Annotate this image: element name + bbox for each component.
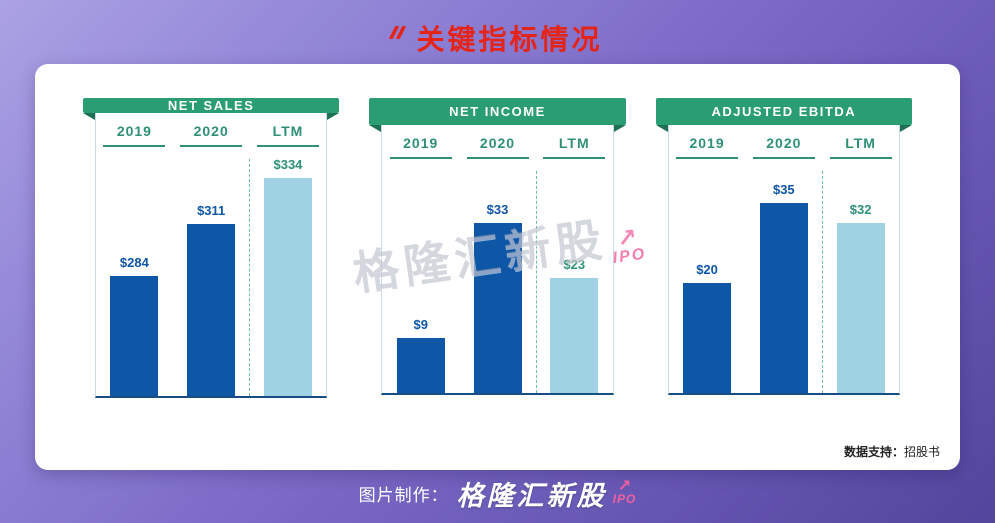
- panel-body: 2019 $9 2020 $33: [381, 125, 614, 395]
- column-ltm: LTM $334: [250, 113, 327, 396]
- bar-ltm: [263, 178, 312, 396]
- panel-title: NET SALES: [167, 98, 255, 113]
- bar-2019: [110, 276, 159, 396]
- category-label: 2020: [466, 135, 529, 159]
- panel-body: 2019 $284 2020 $311: [95, 113, 328, 398]
- panel-net-sales: NET SALES 2019 $284 2020: [83, 98, 340, 398]
- column-ltm: LTM $23: [536, 125, 613, 393]
- page-title: 关键指标情况: [0, 14, 995, 58]
- chart-card: NET SALES 2019 $284 2020: [35, 64, 960, 470]
- title-accent-icon: [389, 14, 407, 46]
- ltm-dashed-separator: [535, 171, 537, 393]
- footer-prefix: 图片制作：: [358, 486, 449, 505]
- panel-title: ADJUSTED EBITDA: [711, 104, 857, 119]
- column-2019: 2019 $9: [382, 125, 459, 393]
- value-label: $284: [119, 255, 149, 270]
- panel-header-net-income: NET INCOME: [369, 98, 626, 132]
- category-label: LTM: [543, 135, 606, 159]
- panel-header-adjusted-ebitda: ADJUSTED EBITDA: [655, 98, 913, 132]
- panel-body: 2019 $20 2020 $35: [667, 125, 900, 395]
- column-2019: 2019 $20: [669, 125, 746, 393]
- category-label: 2020: [752, 135, 815, 159]
- ltm-dashed-separator: [822, 171, 824, 393]
- value-label: $32: [849, 202, 872, 217]
- footer-arrow-icon: ↗: [617, 478, 632, 495]
- bar-2020: [759, 203, 808, 393]
- ltm-dashed-separator: [249, 159, 251, 396]
- page-title-text: 关键指标情况: [416, 24, 603, 55]
- bar-2020: [473, 223, 522, 393]
- column-ltm: LTM $32: [822, 125, 899, 393]
- value-label: $9: [413, 317, 428, 332]
- footer-credit: 图片制作： 格隆汇新股 ↗ IPO: [0, 474, 995, 513]
- value-label: $334: [273, 157, 303, 172]
- bar-2019: [396, 338, 445, 393]
- bar-2020: [187, 224, 236, 396]
- value-label: $33: [486, 202, 509, 217]
- column-2020: 2020 $35: [745, 125, 822, 393]
- footer-ipo-text: IPO: [612, 492, 637, 506]
- bar-2019: [683, 283, 732, 393]
- data-source-note: 数据支持：招股书: [844, 443, 940, 460]
- bar-ltm: [836, 223, 885, 393]
- value-label: $311: [197, 203, 226, 218]
- panel-header-net-sales: NET SALES: [83, 98, 340, 120]
- panels-row: NET SALES 2019 $284 2020: [35, 64, 960, 398]
- category-label: LTM: [256, 123, 319, 147]
- footer-brand: 格隆汇新股: [456, 481, 607, 511]
- category-label: 2019: [389, 135, 452, 159]
- category-label: 2020: [180, 123, 243, 147]
- panel-title: NET INCOME: [449, 104, 546, 119]
- source-label: 数据支持：: [843, 445, 904, 459]
- value-label: $20: [696, 262, 718, 277]
- category-label: 2019: [103, 123, 166, 147]
- category-label: 2019: [676, 135, 739, 159]
- column-2020: 2020 $311: [173, 113, 250, 396]
- source-value: 招股书: [903, 445, 940, 459]
- panel-adjusted-ebitda: ADJUSTED EBITDA 2019 $20 2020: [655, 98, 913, 395]
- category-label: LTM: [829, 135, 892, 159]
- panel-net-income: NET INCOME 2019 $9 2020: [369, 98, 626, 395]
- bar-ltm: [550, 278, 599, 393]
- column-2020: 2020 $33: [459, 125, 536, 393]
- column-2019: 2019 $284: [96, 113, 173, 396]
- value-label: $35: [772, 182, 795, 197]
- value-label: $23: [563, 257, 586, 272]
